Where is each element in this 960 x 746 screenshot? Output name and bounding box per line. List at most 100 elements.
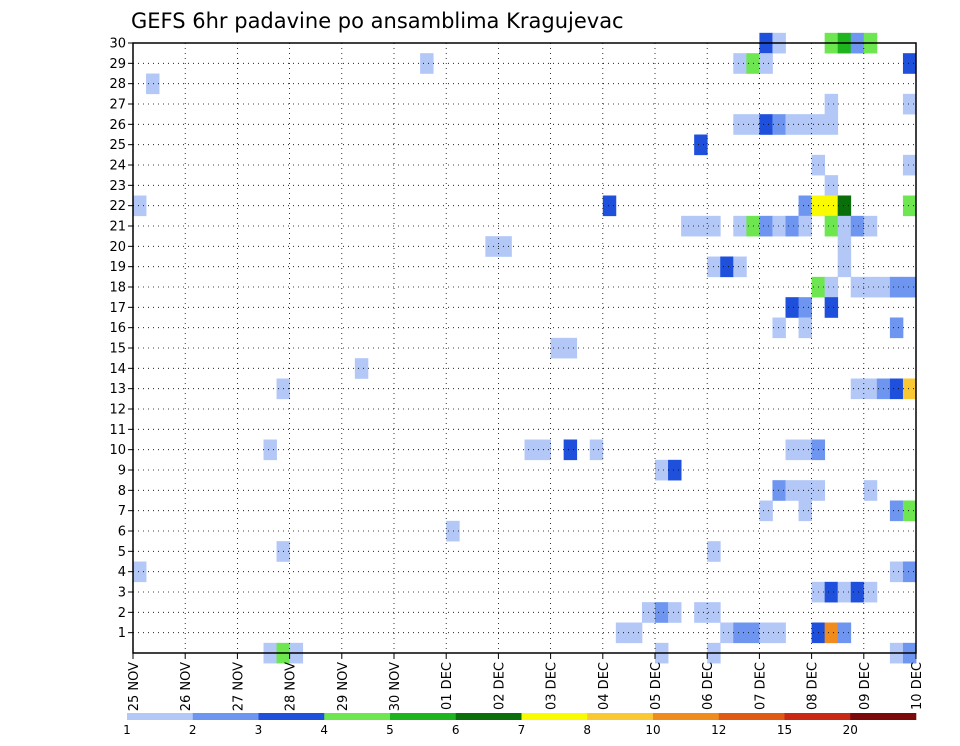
heatmap-cell [550, 337, 565, 359]
heatmap-cell [902, 561, 917, 583]
colorbar-swatch [587, 713, 654, 720]
heatmap-cell [681, 215, 695, 237]
heatmap-cell [615, 622, 630, 644]
heatmap-cell [837, 581, 852, 603]
y-tick-label: 12 [109, 403, 126, 418]
heatmap-cell [824, 622, 839, 644]
heatmap-cell [563, 337, 578, 359]
heatmap-cell [498, 236, 512, 257]
heatmap-cell [694, 134, 708, 156]
colorbar-label: 3 [255, 723, 263, 737]
heatmap-cell [798, 480, 812, 501]
x-tick-label: 09 DEC [858, 662, 873, 710]
colorbar-swatch [521, 713, 588, 720]
x-tick-label: 10 DEC [910, 662, 925, 710]
x-tick-label: 03 DEC [545, 662, 560, 710]
heatmap-cell [628, 622, 643, 644]
y-tick-label: 13 [109, 382, 126, 397]
heatmap-cell [837, 236, 852, 257]
y-tick-label: 18 [109, 281, 126, 296]
y-tick-label: 3 [118, 586, 126, 601]
heatmap-cell [824, 195, 839, 217]
heatmap-cell [420, 53, 434, 74]
heatmap-cell [863, 581, 878, 603]
heatmap-cell [902, 378, 917, 400]
heatmap-cell [772, 317, 786, 339]
y-tick-label: 4 [118, 565, 126, 580]
y-tick-label: 1 [118, 626, 126, 641]
colorbar-label: 4 [320, 723, 328, 737]
heatmap-cell [694, 602, 708, 623]
heatmap-cell [824, 581, 839, 603]
x-tick-label: 07 DEC [753, 662, 768, 710]
x-tick-label: 28 NOV [284, 662, 299, 711]
colorbar-label: 15 [777, 723, 792, 737]
heatmap-cell [733, 215, 747, 237]
y-tick-label: 14 [109, 362, 126, 377]
heatmap-cell [837, 195, 852, 217]
x-axis: 25 NOV 26 NOV 27 NOV 28 NOV 29 NOV 30 NOV 01 D… [127, 653, 925, 711]
colorbar-label: 5 [386, 723, 394, 737]
colorbar: 1 2 3 4 5 6 7 8 10 12 15 20 [123, 713, 917, 737]
heatmap-cell [524, 439, 538, 461]
x-tick-label: 06 DEC [701, 662, 716, 710]
heatmap-cell [589, 439, 604, 461]
heatmap-cell [772, 215, 786, 237]
heatmap-cell [889, 276, 904, 298]
colorbar-swatch [653, 713, 720, 720]
heatmap-cell [133, 561, 147, 583]
x-tick-label: 05 DEC [649, 662, 664, 710]
heatmap-cell [263, 439, 277, 461]
y-tick-label: 9 [118, 464, 126, 479]
heatmap-cell [837, 215, 852, 237]
heatmap-cell [668, 602, 682, 623]
colorbar-label: 6 [452, 723, 460, 737]
y-tick-label: 25 [109, 138, 126, 153]
colorbar-swatch [718, 713, 785, 720]
heatmap-cell [824, 93, 839, 115]
colorbar-swatch [455, 713, 522, 720]
heatmap-cell [772, 480, 786, 501]
heatmap-cell [798, 500, 812, 522]
heatmap-cell [902, 500, 917, 522]
y-tick-label: 5 [118, 545, 126, 560]
y-tick-label: 10 [109, 443, 126, 458]
heatmap-cell [902, 195, 917, 217]
heatmap-cell [759, 622, 773, 644]
heatmap-cell [889, 317, 904, 339]
heatmap-cell [902, 93, 917, 115]
heatmap-cell [133, 195, 147, 217]
heatmap-cell [850, 378, 865, 400]
y-tick-label: 11 [109, 423, 126, 438]
heatmap-cell [537, 439, 551, 461]
colorbar-swatch [192, 713, 259, 720]
y-tick-label: 26 [109, 118, 126, 133]
heatmap-cell [655, 602, 669, 623]
heatmap-cell [602, 195, 617, 217]
colorbar-swatch [784, 713, 851, 720]
y-tick-label: 19 [109, 260, 126, 275]
heatmap-cell [824, 276, 839, 298]
heatmap-cell [798, 317, 812, 339]
heatmap-cell [759, 114, 773, 135]
x-tick-label: 02 DEC [492, 662, 507, 710]
x-tick-label: 30 NOV [388, 662, 403, 711]
heatmap-cell [772, 114, 786, 135]
y-tick-label: 16 [109, 321, 126, 336]
heatmap-cell [889, 378, 904, 400]
colorbar-label: 2 [189, 723, 197, 737]
heatmap-cell [720, 622, 734, 644]
heatmap-cell [798, 439, 812, 461]
heatmap-cell [902, 276, 917, 298]
y-tick-label: 23 [109, 179, 126, 194]
y-tick-label: 15 [109, 342, 126, 357]
heatmap-cell [824, 114, 839, 135]
x-tick-label: 01 DEC [440, 662, 455, 710]
heatmap-cell [850, 276, 865, 298]
colorbar-swatch [390, 713, 457, 720]
x-tick-label: 29 NOV [336, 662, 351, 711]
heatmap-cell [785, 439, 799, 461]
heatmap-cell [798, 297, 812, 318]
